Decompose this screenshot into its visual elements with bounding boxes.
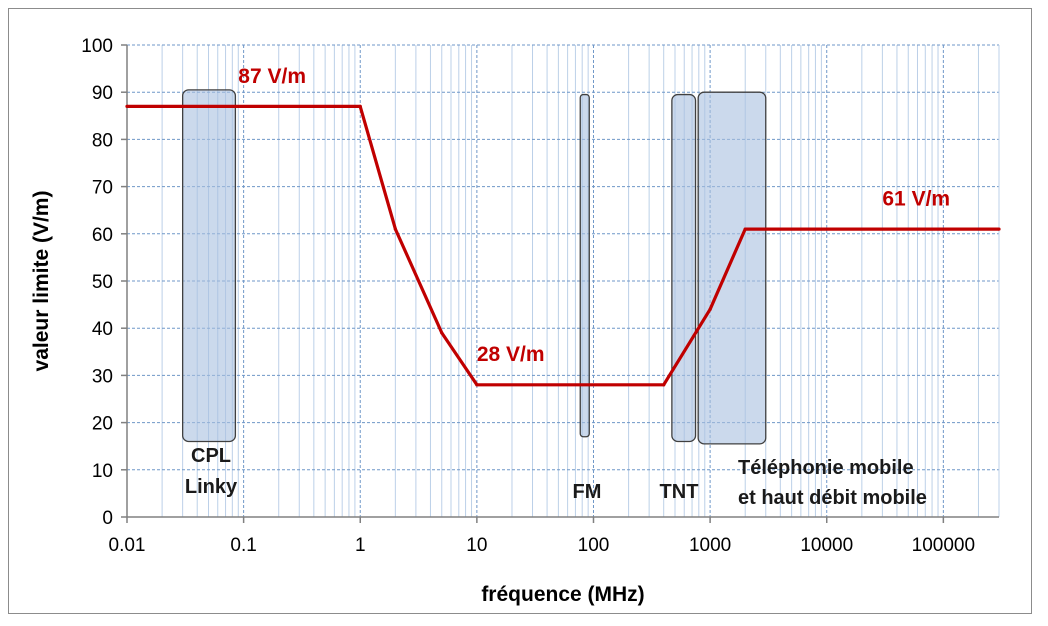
- y-tick-labels: 0 10 20 30 40 50 60 70 80 90 100: [81, 36, 113, 529]
- x-tick-label: 10: [466, 535, 487, 556]
- series-point: [743, 227, 747, 231]
- series-point: [393, 227, 397, 231]
- x-tick-label: 1: [355, 535, 366, 556]
- x-tick-label: 1000: [689, 535, 731, 556]
- x-tick-label: 100: [578, 535, 610, 556]
- band-label-text: CPL: [191, 445, 231, 467]
- series-point: [358, 104, 362, 108]
- band-rect-1: [579, 93, 590, 438]
- y-tick-label: 90: [92, 83, 113, 104]
- annotations: 87 V/m 28 V/m 61 V/m: [238, 65, 950, 366]
- y-tick-label: 100: [81, 36, 113, 57]
- band-label-text: et haut débit mobile: [738, 487, 927, 509]
- y-tick-label: 60: [92, 225, 113, 246]
- series-point: [440, 331, 444, 335]
- x-tick-label: 100000: [912, 535, 975, 556]
- x-tick-label: 0.1: [230, 535, 256, 556]
- y-tick-label: 70: [92, 178, 113, 199]
- y-tick-label: 40: [92, 319, 113, 340]
- band-rect-3: [697, 91, 767, 445]
- band-rect-2: [671, 93, 697, 443]
- y-tick-label: 80: [92, 130, 113, 151]
- band-label-text: Linky: [185, 476, 238, 498]
- y-axis-title: valeur limite (V/m): [30, 191, 53, 372]
- series-point: [708, 307, 712, 311]
- band-label-text: Téléphonie mobile: [738, 457, 914, 479]
- x-tick-labels: 0.01 0.1 1 10 100 1000 10000 100000: [109, 535, 976, 556]
- series-line-0: [127, 104, 999, 387]
- y-tick-label: 30: [92, 366, 113, 387]
- band-labels: CPL Linky FM TNT Téléphonie mobile et haut dé…: [185, 445, 927, 509]
- y-tick-label: 0: [102, 508, 113, 529]
- major-gridlines: [126, 44, 1000, 517]
- value-annotation: 28 V/m: [477, 343, 545, 366]
- band-label-text: TNT: [660, 481, 699, 503]
- band-label-text: FM: [573, 481, 602, 503]
- y-tick-label: 10: [92, 461, 113, 482]
- series-point: [662, 383, 666, 387]
- series-point: [997, 227, 1001, 231]
- frequency-bands: [181, 89, 767, 445]
- band-rect-0: [181, 89, 237, 443]
- value-annotation: 61 V/m: [882, 187, 950, 210]
- chart-frame: [8, 8, 1032, 614]
- series-point: [125, 104, 129, 108]
- y-tick-label: 20: [92, 414, 113, 435]
- x-tick-label: 10000: [800, 535, 853, 556]
- axes: [121, 44, 999, 523]
- series-layer: [125, 104, 1001, 387]
- x-tick-label: 0.01: [109, 535, 146, 556]
- y-tick-label: 50: [92, 272, 113, 293]
- series-point: [475, 383, 479, 387]
- x-axis-title: fréquence (MHz): [481, 583, 644, 606]
- value-annotation: 87 V/m: [238, 65, 306, 88]
